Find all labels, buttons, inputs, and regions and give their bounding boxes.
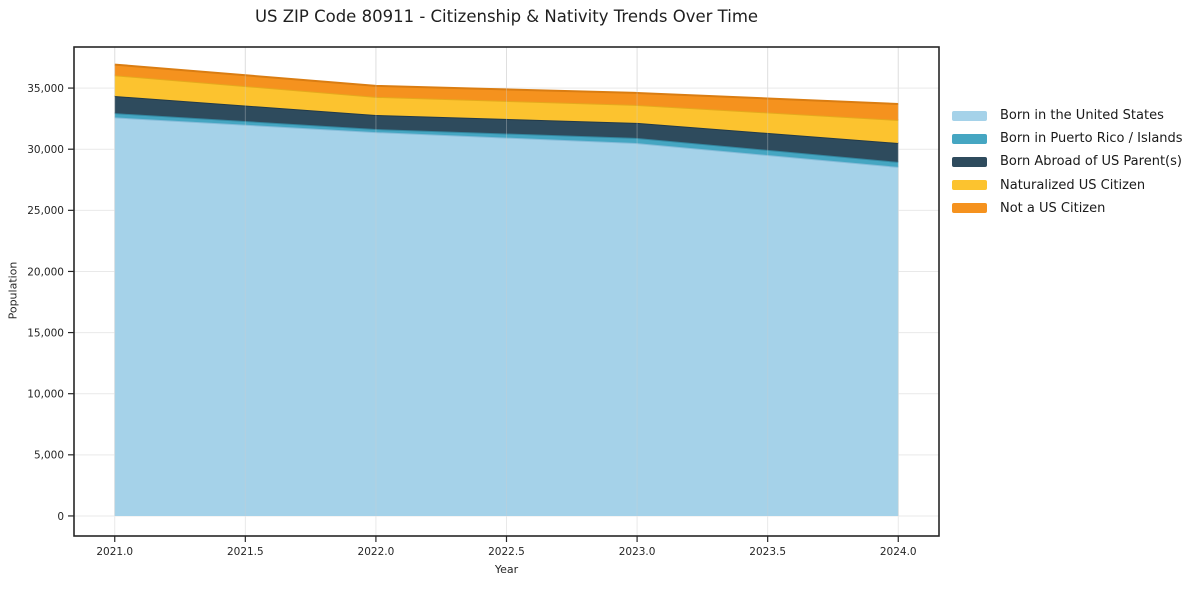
y-tick-label: 5,000 [34,450,64,462]
x-tick-label: 2023.0 [619,546,656,558]
legend-label: Born Abroad of US Parent(s) [1000,154,1182,170]
y-tick-label: 25,000 [27,205,64,217]
x-tick-label: 2022.5 [488,546,525,558]
y-tick-label: 35,000 [27,83,64,95]
y-tick-label: 20,000 [27,266,64,278]
legend-item: Born in the United States [952,104,1183,127]
x-tick-label: 2021.5 [227,546,264,558]
x-axis-label: Year [494,563,519,576]
legend-swatch-icon [952,133,987,144]
area-series-born-in-the-united-states [114,117,899,516]
area-series-not-a-us-citizen [114,64,899,120]
legend-label: Not a US Citizen [1000,200,1106,216]
x-tick-label: 2022.0 [358,546,395,558]
legend-item: Born Abroad of US Parent(s) [952,150,1183,173]
legend-swatch-icon [952,110,987,121]
y-tick-label: 0 [57,511,64,523]
legend-item: Not a US Citizen [952,197,1183,220]
y-axis-label: Population [6,261,20,320]
x-tick-label: 2024.0 [880,546,917,558]
area-edge [114,63,899,105]
legend-item: Born in Puerto Rico / Islands [952,127,1183,150]
legend-swatch-icon [952,203,987,214]
legend-item: Naturalized US Citizen [952,174,1183,197]
legend-label: Naturalized US Citizen [1000,177,1146,193]
y-tick-label: 10,000 [27,389,64,401]
legend-swatch-icon [952,156,987,167]
area-series-born-in-puerto-rico-islands [114,113,899,167]
legend-swatch-icon [952,180,987,191]
chart-title: US ZIP Code 80911 - Citizenship & Nativi… [254,7,759,26]
x-tick-label: 2021.0 [96,546,133,558]
y-tick-label: 15,000 [27,327,64,339]
x-tick-label: 2023.5 [749,546,786,558]
legend-label: Born in Puerto Rico / Islands [1000,131,1183,147]
legend: Born in the United States Born in Puerto … [952,104,1183,220]
legend-label: Born in the United States [1000,108,1164,124]
area-series-born-abroad-of-us-parent-s- [114,96,899,162]
y-tick-label: 30,000 [27,144,64,156]
